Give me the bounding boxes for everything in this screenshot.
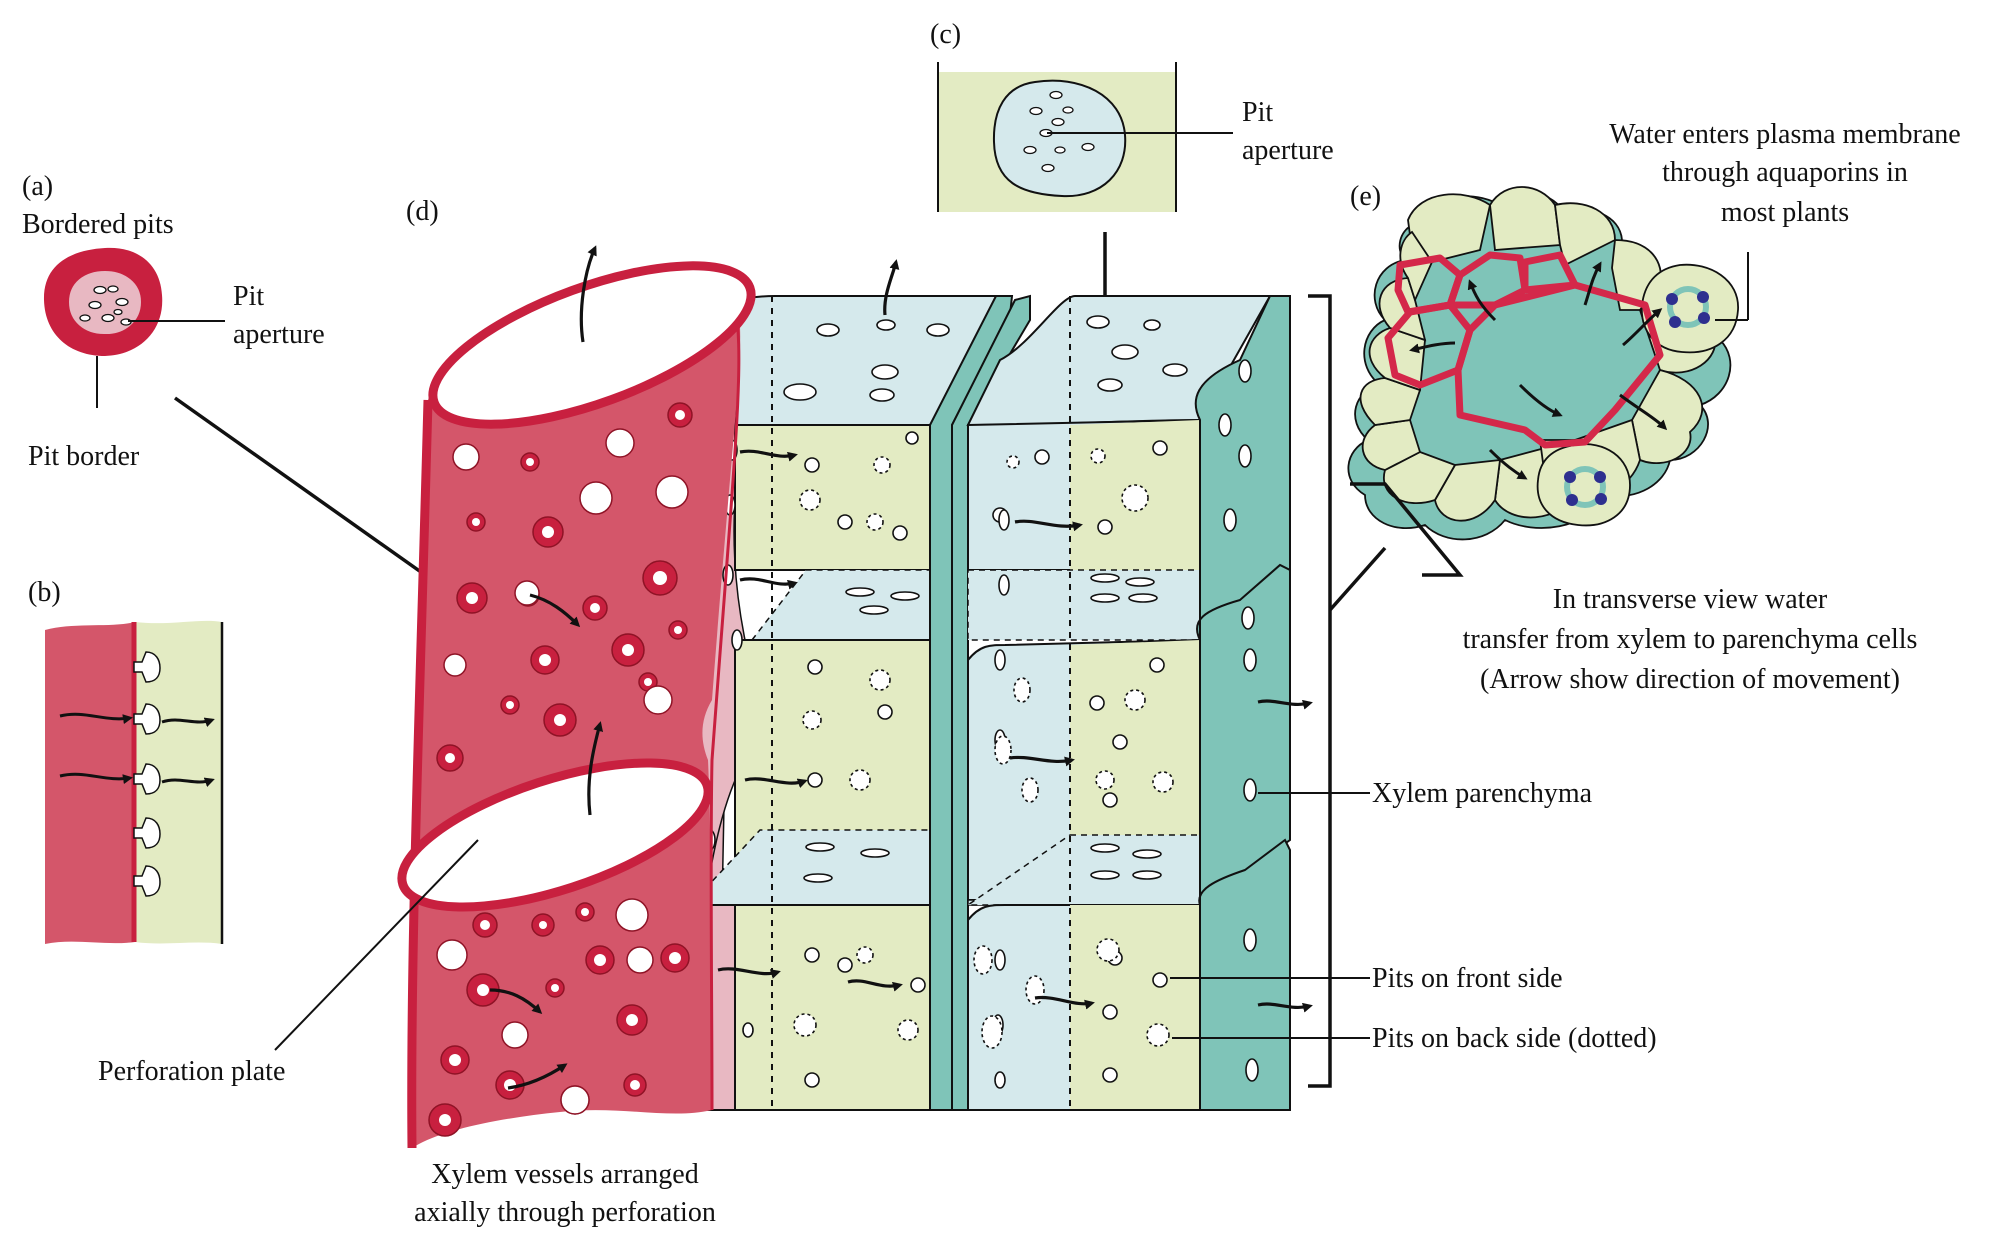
bordered-pit-illustration (43, 247, 225, 408)
aquaporin-label-line3: most plants (1720, 197, 1850, 228)
back-side-pits (793, 448, 1174, 1049)
panel-d-tag: (d) (406, 196, 439, 227)
pit-section-illustration (45, 620, 224, 944)
aquaporin-icon (1564, 286, 1710, 508)
perforation-pointer (274, 839, 479, 1051)
cell-block (688, 294, 1291, 1111)
vessels-label-line1: Xylem vessels arranged (431, 1159, 699, 1190)
vessels-label-line2: axially through perforation (414, 1197, 716, 1228)
label-pointers (1170, 792, 1370, 1039)
transverse-label-line3: (Arrow show direction of movement) (1480, 664, 1900, 695)
block-flow-arrows (717, 259, 1313, 1013)
panel-b-tag: (b) (28, 577, 61, 608)
aquaporin-label-line1: Water enters plasma membrane (1609, 119, 1961, 150)
panel-a-tag: (a) (22, 171, 54, 202)
transverse-label-line2: transfer from xylem to parenchyma cells (1462, 624, 1918, 655)
panel-a-aperture-line1: Pit (233, 281, 265, 312)
panel-c-aperture-line1: Pit (1242, 97, 1274, 128)
panel-c-aperture-line2: aperture (1242, 135, 1334, 166)
transverse-view (1347, 186, 1749, 577)
transverse-label-line1: In transverse view water (1552, 584, 1828, 615)
perforation-plate-label: Perforation plate (98, 1056, 286, 1087)
panel-a-title: Bordered pits (22, 209, 174, 240)
aquaporin-cell-bottom (1536, 443, 1631, 527)
pit-field-illustration (937, 62, 1233, 212)
panel-e-tag: (e) (1350, 181, 1382, 212)
pits-back-label: Pits on back side (dotted) (1372, 1023, 1657, 1054)
aquaporin-label-line2: through aquaporins in (1662, 157, 1908, 188)
pits-front-label: Pits on front side (1372, 963, 1563, 994)
aquaporin-cell-top (1641, 263, 1739, 354)
block-bracket (1308, 294, 1387, 1088)
xylem-parenchyma-label: Xylem parenchyma (1372, 778, 1593, 809)
xylem-vessel (397, 245, 756, 1149)
panel-c-tag: (c) (930, 19, 962, 50)
pit-connector-line (173, 396, 454, 596)
panel-a-border-label: Pit border (28, 441, 140, 472)
vessel-outline (1384, 251, 1664, 449)
panel-a-aperture-line2: aperture (233, 319, 325, 350)
